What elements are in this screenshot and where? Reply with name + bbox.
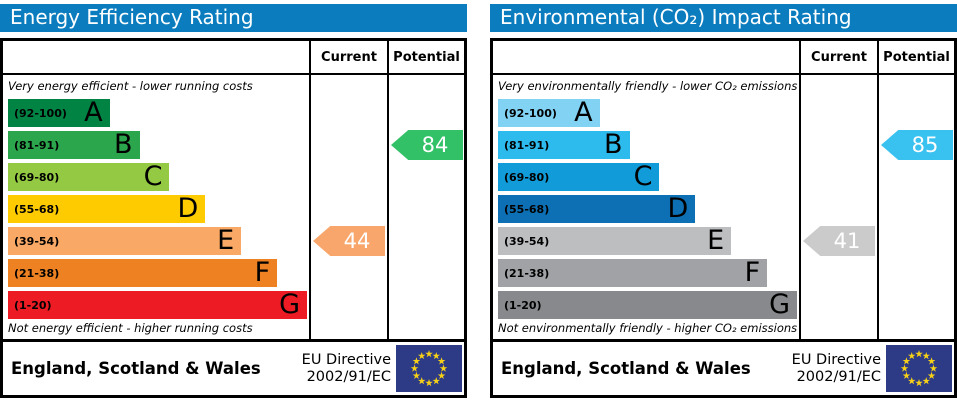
band-letter: C bbox=[633, 161, 653, 192]
band-range: (1-20) bbox=[14, 298, 52, 312]
band-letter: E bbox=[707, 225, 725, 256]
band-range: (39-54) bbox=[14, 234, 60, 248]
current-column-header: Current bbox=[321, 49, 377, 65]
band-range: (92-100) bbox=[504, 106, 557, 120]
band-letter: A bbox=[574, 97, 593, 128]
panel-footer: England, Scotland & Wales EU Directive 2… bbox=[490, 342, 957, 398]
bands: (92-100) A (81-91) B (69-80) C (55-68) D (39-54)… bbox=[498, 99, 797, 323]
band-d: (55-68) D bbox=[8, 193, 206, 224]
current-column: Current 44 bbox=[309, 41, 387, 339]
band-range: (21-38) bbox=[14, 266, 60, 280]
band-range: (69-80) bbox=[14, 170, 60, 184]
header-separator bbox=[3, 73, 464, 75]
potential-column: Potential 85 bbox=[877, 41, 954, 339]
current-rating-arrow: 41 bbox=[803, 226, 875, 256]
eu-flag-icon bbox=[886, 345, 952, 392]
region-label: England, Scotland & Wales bbox=[11, 359, 261, 378]
bands: (92-100) A (81-91) B (69-80) C (55-68) D (39-54)… bbox=[8, 99, 307, 323]
bottom-note: Not energy efficient - higher running co… bbox=[8, 321, 253, 335]
potential-column-header: Potential bbox=[883, 49, 950, 65]
panel-footer: England, Scotland & Wales EU Directive 2… bbox=[0, 342, 467, 398]
band-letter: D bbox=[177, 193, 199, 224]
band-a: (92-100) A bbox=[498, 99, 600, 127]
band-f: (21-38) F bbox=[8, 257, 278, 288]
band-range: (92-100) bbox=[14, 106, 67, 120]
energy-efficiency-panel: Energy Efficiency Rating (92-100) A (81-91… bbox=[0, 0, 467, 400]
eu-directive-line2: 2002/91/EC bbox=[306, 368, 391, 385]
band-b: (81-91) B bbox=[498, 131, 630, 159]
eu-directive-line1: EU Directive bbox=[301, 351, 391, 368]
rating-chart: (92-100) A (81-91) B (69-80) C (55-68) D (39-54)… bbox=[0, 38, 467, 342]
band-b: (81-91) B bbox=[8, 131, 140, 159]
band-letter: B bbox=[604, 129, 623, 160]
potential-column: Potential 84 bbox=[387, 41, 464, 339]
current-rating-arrow: 44 bbox=[313, 226, 385, 256]
band-letter: F bbox=[254, 257, 271, 288]
eu-directive-label: EU Directive 2002/91/EC bbox=[792, 352, 886, 386]
band-letter: E bbox=[217, 225, 235, 256]
band-range: (55-68) bbox=[504, 202, 550, 216]
panel-title: Environmental (CO₂) Impact Rating bbox=[490, 4, 957, 32]
top-note: Very environmentally friendly - lower CO… bbox=[498, 79, 798, 93]
current-column-header: Current bbox=[811, 49, 867, 65]
potential-column-header: Potential bbox=[393, 49, 460, 65]
band-range: (1-20) bbox=[504, 298, 542, 312]
band-e: (39-54) E bbox=[498, 225, 732, 256]
band-range: (81-91) bbox=[14, 138, 60, 152]
potential-rating-arrow: 85 bbox=[881, 130, 953, 160]
band-range: (55-68) bbox=[14, 202, 60, 216]
eu-directive-line2: 2002/91/EC bbox=[796, 368, 881, 385]
eu-directive-line1: EU Directive bbox=[791, 351, 881, 368]
bottom-note: Not environmentally friendly - higher CO… bbox=[498, 321, 798, 335]
band-range: (21-38) bbox=[504, 266, 550, 280]
band-a: (92-100) A bbox=[8, 99, 110, 127]
band-letter: A bbox=[84, 97, 103, 128]
potential-rating-arrow: 84 bbox=[391, 130, 463, 160]
band-c: (69-80) C bbox=[498, 161, 660, 192]
environmental-impact-panel: Environmental (CO₂) Impact Rating (92-10… bbox=[490, 0, 957, 400]
band-letter: G bbox=[769, 289, 790, 320]
band-letter: C bbox=[143, 161, 163, 192]
top-note: Very energy efficient - lower running co… bbox=[8, 79, 253, 93]
panel-title: Energy Efficiency Rating bbox=[0, 4, 467, 32]
header-separator bbox=[493, 73, 954, 75]
band-letter: D bbox=[667, 193, 689, 224]
band-c: (69-80) C bbox=[8, 161, 170, 192]
band-e: (39-54) E bbox=[8, 225, 242, 256]
band-g: (1-20) G bbox=[498, 291, 797, 319]
region-label: England, Scotland & Wales bbox=[501, 359, 751, 378]
eu-flag-icon bbox=[396, 345, 462, 392]
band-f: (21-38) F bbox=[498, 257, 768, 288]
eu-directive-label: EU Directive 2002/91/EC bbox=[302, 352, 396, 386]
band-letter: B bbox=[114, 129, 133, 160]
rating-chart: (92-100) A (81-91) B (69-80) C (55-68) D (39-54)… bbox=[490, 38, 957, 342]
band-range: (81-91) bbox=[504, 138, 550, 152]
band-d: (55-68) D bbox=[498, 193, 696, 224]
band-letter: G bbox=[279, 289, 300, 320]
current-column: Current 41 bbox=[799, 41, 877, 339]
band-range: (69-80) bbox=[504, 170, 550, 184]
band-letter: F bbox=[744, 257, 761, 288]
band-g: (1-20) G bbox=[8, 291, 307, 319]
band-range: (39-54) bbox=[504, 234, 550, 248]
